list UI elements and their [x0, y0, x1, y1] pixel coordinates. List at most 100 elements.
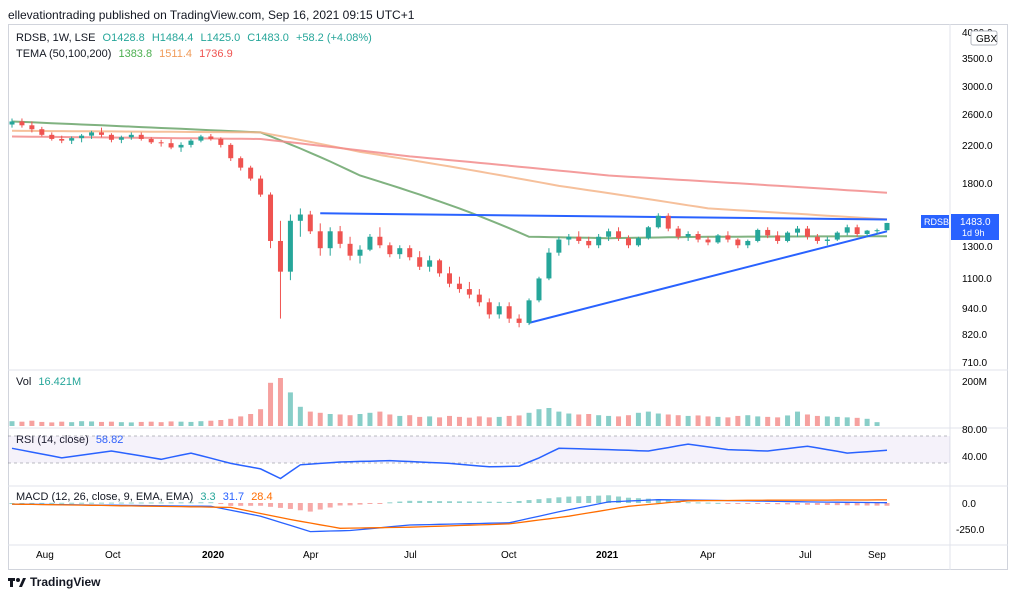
candle-body [735, 239, 741, 246]
time-label: Jul [799, 550, 812, 561]
macd-histogram-bar [387, 502, 393, 504]
time-axis[interactable]: Aug Oct 2020 Apr Jul Oct 2021 Apr Jul Se… [36, 550, 886, 561]
price-axis[interactable]: 4000.0 3500.0 3000.0 2600.0 2200.0 1800.… [962, 28, 993, 369]
candle-body [238, 158, 244, 168]
candle-body [606, 231, 612, 237]
tema-label: TEMA (50,100,200) [16, 48, 112, 60]
macd-histogram-bar [69, 502, 75, 504]
candle-body [814, 236, 820, 241]
volume-bar [695, 415, 701, 426]
trendlines[interactable] [320, 212, 888, 324]
tradingview-logo-icon [8, 576, 26, 588]
macd-histogram-bar [556, 497, 562, 503]
macd-histogram-bar [526, 500, 532, 503]
volume-bar [576, 414, 582, 426]
volume-bar [128, 422, 134, 426]
tema-50-value: 1383.8 [118, 48, 153, 60]
candle-body [397, 248, 403, 255]
rsi-legend[interactable]: RSI (14, close) 58.82 [16, 434, 127, 446]
volume-bar [367, 412, 373, 426]
macd-histogram-bar [148, 502, 154, 504]
volume-bar [108, 421, 114, 426]
volume-bar [566, 413, 572, 426]
tradingview-footer[interactable]: TradingView [8, 575, 100, 589]
candle-body [198, 136, 204, 141]
candle-body [347, 243, 353, 256]
macd-legend[interactable]: MACD (12, 26, close, 9, EMA, EMA) 3.3 31… [16, 491, 277, 503]
candle-body [844, 227, 850, 233]
volume-bar [427, 416, 433, 426]
volume-bar [685, 415, 691, 426]
macd-histogram-bar [208, 502, 214, 504]
candle-body [695, 234, 701, 240]
volume-bar [228, 418, 234, 426]
macd-histogram-bar [178, 502, 184, 504]
macd-histogram-bar [367, 503, 373, 504]
vol-label: Vol [16, 376, 32, 388]
candle-body [337, 231, 343, 244]
tema-legend[interactable]: TEMA (50,100,200) 1383.8 1511.4 1736.9 [16, 48, 237, 60]
macd-histogram-bar [874, 503, 880, 506]
vol-value: 16.421M [38, 376, 82, 388]
macd-histogram-bar [655, 499, 661, 503]
candle-body [327, 231, 333, 249]
candle-body [645, 227, 651, 239]
time-label: Apr [700, 550, 716, 561]
candle-body [655, 215, 661, 228]
currency-badge[interactable] [970, 30, 998, 46]
volume-bar [29, 420, 35, 426]
volume-bar [148, 421, 154, 426]
candle-body [864, 230, 870, 235]
candle-body [367, 236, 373, 250]
macd-histogram-bar [466, 501, 472, 503]
rsi-value: 58.82 [95, 434, 124, 446]
volume-bar [516, 415, 522, 426]
volume-bar [526, 412, 532, 426]
volume-bar [476, 416, 482, 426]
macd-histogram-bar [377, 503, 383, 504]
candle-body [874, 230, 880, 232]
rsi-line [11, 443, 888, 480]
candle-body [705, 239, 711, 243]
macd-histogram-bar [198, 502, 204, 504]
volume-bar [238, 416, 244, 426]
volume-bar [357, 414, 363, 426]
volume-bar [188, 421, 194, 426]
macd-histogram-bar [347, 503, 353, 506]
volume-bar [824, 416, 830, 426]
macd-histogram-bar [108, 502, 114, 504]
macd-histogram-bar [685, 502, 691, 504]
last-price-value: 1483.0 [960, 217, 991, 228]
candle-body [824, 239, 830, 241]
macd-histogram-bar [118, 502, 124, 504]
candle-body [19, 121, 25, 126]
price-tick: 1100.0 [962, 274, 992, 285]
macd-label: MACD (12, 26, close, 9, EMA, EMA) [16, 491, 194, 503]
price-tick: 820.0 [962, 330, 987, 341]
macd-histogram-bar [795, 503, 801, 505]
volume-bar [69, 422, 75, 426]
volume-bar [466, 417, 472, 426]
candle-body [108, 134, 114, 140]
volume-bar [19, 421, 25, 426]
volume-bar [297, 406, 303, 426]
macd-histogram-bar [804, 503, 810, 505]
volume-legend[interactable]: Vol 16.421M [16, 376, 85, 388]
rsi-tick: 40.00 [962, 452, 987, 463]
rsi-band [8, 436, 950, 463]
macd-histogram-bar [168, 502, 174, 504]
volume-bar [804, 414, 810, 426]
macd-histogram-bar [447, 501, 452, 503]
volume-bar [437, 417, 443, 426]
candle-body [158, 142, 164, 144]
macd-histogram-bar [98, 502, 104, 504]
candle-body [387, 245, 393, 255]
symbol-label[interactable]: RDSB, 1W, LSE [16, 32, 96, 44]
macd-histogram-bar [496, 501, 502, 503]
macd-histogram-bar [546, 498, 552, 503]
volume-bar [745, 415, 751, 426]
symbol-price-tag [921, 215, 949, 228]
macd-tick: 0.0 [962, 499, 976, 510]
candle-body [407, 248, 413, 258]
